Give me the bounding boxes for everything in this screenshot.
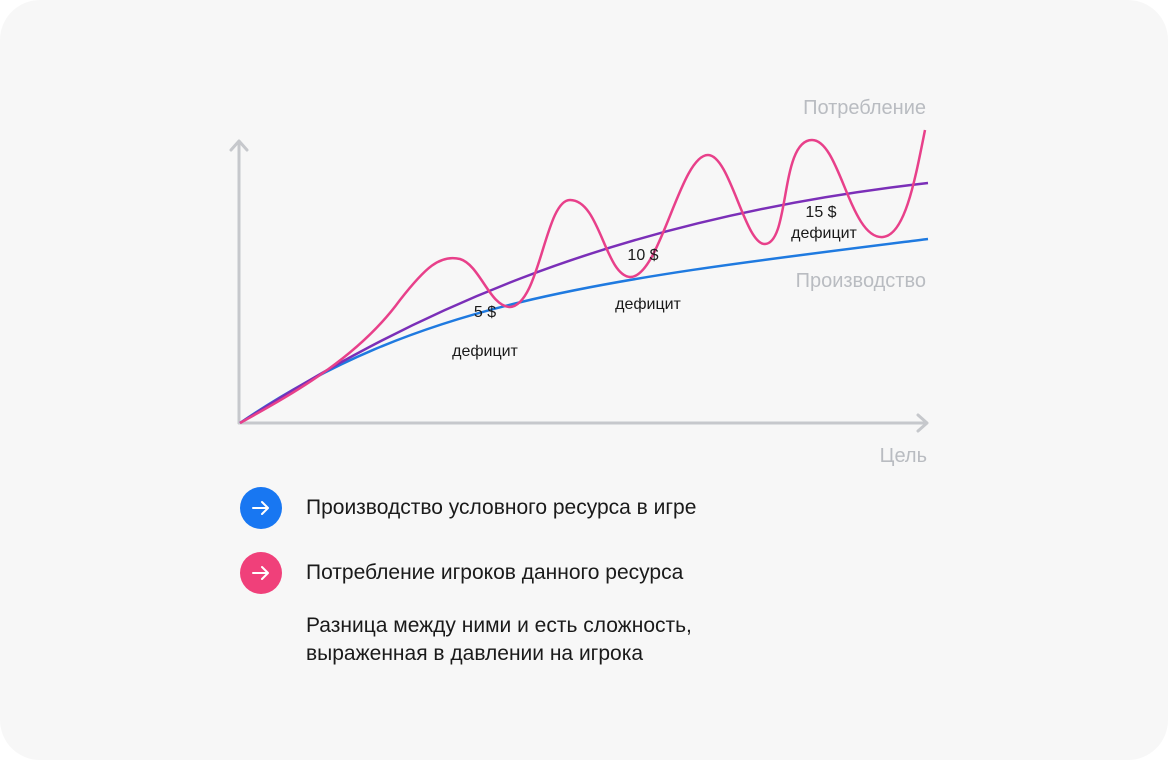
x-axis-arrowhead [916,413,929,433]
legend-item-production: Производство условного ресурса в игре [240,487,940,529]
deficit-3-amount: 15 $ [805,204,836,221]
note-line-2: выраженная в давлении на игрока [306,642,644,665]
deficit-2-amount: 10 $ [627,247,658,264]
explanation-note: Разница между ними и есть сложность, выр… [306,612,692,668]
y-axis-arrowhead [229,139,249,152]
production-curve [239,237,929,425]
consumption-label: Потребление [803,97,926,119]
average-curve [239,181,929,425]
legend-production-text: Производство условного ресурса в игре [306,496,697,519]
axes [229,139,929,433]
deficit-3-label: дефицит [791,225,857,242]
x-axis-label: Цель [880,445,927,467]
deficit-2-label: дефицит [615,296,681,313]
legend-consumption-text: Потребление игроков данного ресурса [306,561,684,584]
production-label: Производство [796,270,926,292]
note-line-1: Разница между ними и есть сложность, [306,614,692,637]
arrow-right-icon [240,552,282,594]
deficit-1-label: дефицит [452,343,518,360]
consumption-curve [239,129,927,425]
arrow-right-icon [240,487,282,529]
deficit-1-amount: 5 $ [474,304,496,321]
legend-item-consumption: Потребление игроков данного ресурса [240,552,940,594]
